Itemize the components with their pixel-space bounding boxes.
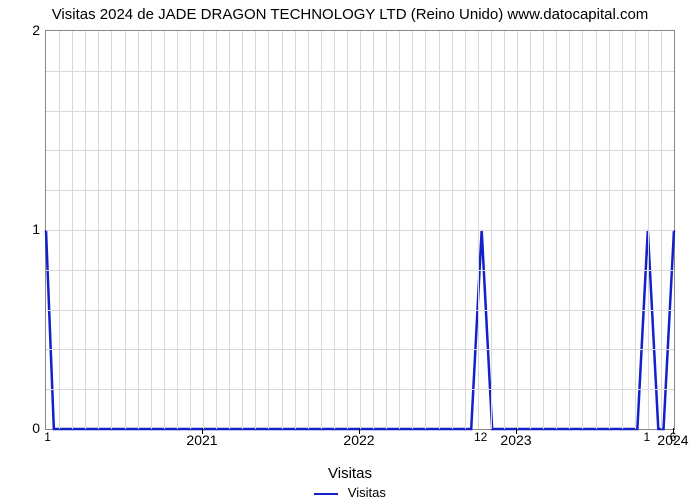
visits-chart: Visitas 2024 de JADE DRAGON TECHNOLOGY L… xyxy=(0,0,700,500)
x-year-label: 2023 xyxy=(500,432,531,448)
spike-value-label: 1 xyxy=(643,430,650,444)
legend-label: Visitas xyxy=(348,485,386,500)
legend-swatch xyxy=(314,493,338,495)
y-tick-label: 1 xyxy=(10,221,40,237)
plot-area xyxy=(45,30,675,430)
spike-value-label: 6 xyxy=(670,430,677,444)
chart-title: Visitas 2024 de JADE DRAGON TECHNOLOGY L… xyxy=(0,6,700,23)
x-year-label: 2021 xyxy=(186,432,217,448)
spike-value-label: 12 xyxy=(474,430,487,444)
legend: Visitas xyxy=(0,485,700,500)
x-axis-label: Visitas xyxy=(0,465,700,482)
x-year-label: 2022 xyxy=(343,432,374,448)
y-tick-label: 2 xyxy=(10,22,40,38)
spike-value-label: 1 xyxy=(44,430,51,444)
y-tick-label: 0 xyxy=(10,420,40,436)
